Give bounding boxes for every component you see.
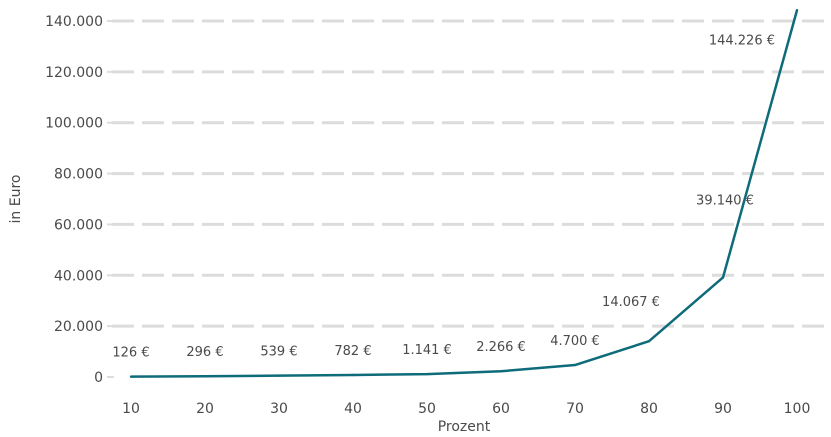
y-tick-label: 20.000 (54, 319, 103, 335)
data-point (277, 374, 281, 377)
y-tick-label: 100.000 (45, 116, 103, 132)
y-tick-label: 140.000 (45, 14, 103, 30)
series-layer (129, 9, 799, 378)
data-point (573, 363, 577, 367)
x-tick-label: 70 (566, 401, 584, 417)
x-tick-label: 10 (122, 401, 140, 417)
y-tick-label: 120.000 (45, 65, 103, 81)
data-point (795, 9, 799, 12)
x-tick-label: 50 (418, 401, 436, 417)
data-point (721, 276, 725, 279)
data-point (203, 375, 207, 378)
data-label: 2.266 € (476, 340, 526, 355)
data-label: 39.140 € (696, 193, 754, 208)
data-label: 4.700 € (550, 334, 600, 349)
y-axis-title: in Euro (8, 175, 24, 224)
data-label: 296 € (186, 345, 223, 360)
data-label: 1.141 € (402, 343, 452, 358)
x-tick-label: 90 (714, 401, 732, 417)
data-point (499, 370, 503, 373)
series-line (130, 9, 799, 378)
x-tick-label: 60 (492, 401, 510, 417)
y-tick-label: 60.000 (54, 217, 103, 233)
data-label: 539 € (260, 345, 297, 360)
y-tick-label: 80.000 (54, 167, 103, 183)
data-point (129, 375, 133, 378)
x-tick-label: 80 (640, 401, 658, 417)
data-point (425, 372, 429, 376)
grid-lines (112, 19, 831, 328)
data-label: 14.067 € (602, 295, 660, 310)
data-point (351, 373, 355, 377)
x-tick-label: 40 (344, 401, 362, 417)
data-label: 782 € (334, 344, 371, 359)
y-tick-label: 40.000 (54, 268, 103, 284)
x-tick-label: 30 (270, 401, 288, 417)
x-axis-ticks: 10 20 30 40 50 60 70 80 90 100 (122, 401, 810, 417)
x-tick-label: 20 (196, 401, 214, 417)
data-label: 126 € (112, 346, 149, 361)
data-point (647, 340, 651, 343)
x-tick-label: 100 (784, 401, 811, 417)
y-axis-ticks: 0 20.000 40.000 60.000 80.000 100.000 120.000 1… (45, 14, 114, 386)
y-tick-label: 0 (94, 370, 103, 386)
x-axis-title: Prozent (438, 419, 491, 435)
data-labels: 126 € 296 € 539 € 782 € 1.141 € 2.266 € 4.700 … (112, 33, 775, 360)
data-label: 144.226 € (709, 33, 775, 48)
